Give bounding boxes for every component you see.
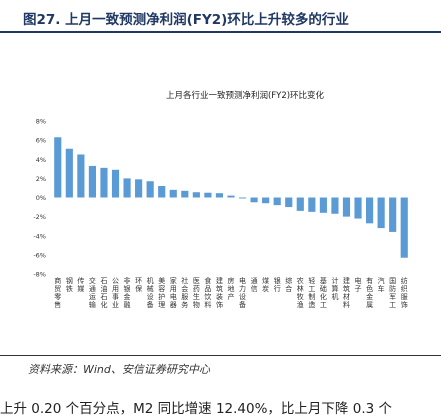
bar-11 (181, 190, 189, 198)
x-tick-label: 纺织服饰 (401, 276, 408, 309)
x-tick-label: 综合 (285, 276, 292, 293)
x-axis-labels: 商贸零售钢铁传媒交通运输石油石化公用事业非银金融环保机械设备美容护理家用电器社会… (54, 276, 407, 309)
bar-30 (400, 197, 408, 258)
bar-chart: 上月各行业一致预测净利润(FY2)环比变化 -8% -6% -4% -2% 0% 2% 4%… (33, 90, 408, 309)
bar-27 (366, 197, 374, 224)
bar-12 (192, 192, 200, 198)
x-tick-label: 基础化工 (320, 276, 327, 309)
x-tick-label: 机械设备 (147, 276, 154, 309)
bar-17 (250, 197, 258, 203)
x-tick-label: 非银金融 (124, 276, 131, 309)
x-tick-label: 环保 (135, 277, 142, 293)
bar-22 (308, 197, 316, 212)
x-tick-label: 公用事业 (112, 277, 119, 309)
x-tick-label: 医药生物 (193, 277, 200, 309)
bar-3 (88, 165, 96, 198)
x-tick-label: 银行 (274, 276, 281, 293)
bar-9 (158, 186, 166, 198)
chart-title: 上月各行业一致预测净利润(FY2)环比变化 (166, 90, 325, 101)
y-tick-label: 2% (36, 175, 46, 183)
bar-8 (146, 181, 154, 198)
y-tick-label: 0% (36, 194, 46, 202)
y-tick-label: 4% (36, 156, 46, 164)
y-tick-label: -8% (33, 271, 46, 279)
x-tick-label: 传媒 (77, 276, 84, 293)
bar-4 (100, 167, 108, 198)
y-tick-label: 6% (36, 137, 46, 145)
bars (54, 137, 408, 258)
x-tick-label: 家用电器 (170, 276, 177, 309)
bar-10 (169, 189, 177, 198)
x-tick-label: 电力设备 (239, 276, 246, 309)
y-axis: -8% -6% -4% -2% 0% 2% 4% 6% 8% (33, 118, 46, 279)
x-tick-label: 石油石化 (100, 277, 107, 309)
bar-25 (342, 197, 351, 217)
bar-19 (273, 197, 281, 206)
bar-23 (319, 197, 327, 213)
bar-20 (285, 197, 293, 208)
bar-29 (389, 197, 397, 232)
x-tick-label: 煤炭 (262, 276, 269, 293)
bar-6 (123, 178, 131, 198)
source-note: 资料来源：Wind、安信证券研究中心 (28, 363, 210, 376)
x-tick-label: 交通运输 (89, 276, 96, 309)
x-tick-label: 房地产 (228, 276, 235, 301)
bar-0 (54, 137, 62, 198)
bar-7 (135, 179, 143, 198)
bar-24 (331, 197, 339, 214)
x-tick-label: 建筑装饰 (216, 276, 223, 309)
bar-14 (215, 193, 224, 198)
x-tick-label: 食品饮料 (204, 276, 211, 309)
bar-18 (262, 197, 270, 204)
y-tick-label: -6% (33, 251, 46, 259)
source-divider (0, 355, 441, 356)
bar-28 (377, 197, 385, 229)
bar-2 (77, 154, 85, 198)
title-divider (0, 31, 441, 33)
y-tick-label: -2% (33, 213, 46, 221)
bar-21 (296, 197, 304, 211)
figure-title: 图27. 上月一致预测净利润(FY2)环比上升较多的行业 (23, 12, 349, 28)
bar-15 (227, 195, 235, 198)
x-tick-label: 商贸零售 (54, 276, 61, 309)
body-text-fragment: 上升 0.20 个百分点，M2 同比增速 12.40%，比上月下降 0.3 个 (0, 401, 392, 417)
y-tick-label: 8% (36, 118, 46, 126)
bar-16 (238, 197, 247, 199)
bar-5 (111, 169, 120, 198)
x-tick-label: 社会服务 (181, 276, 188, 309)
bar-26 (354, 197, 362, 219)
x-tick-label: 轻工制造 (308, 276, 315, 309)
x-tick-label: 国防军工 (389, 277, 396, 309)
x-tick-label: 钢铁 (66, 276, 73, 293)
x-tick-label: 汽车 (378, 276, 385, 293)
x-tick-label: 有色金属 (366, 276, 373, 309)
bar-1 (65, 148, 73, 198)
x-tick-label: 通信 (251, 276, 258, 293)
x-tick-label: 美容护理 (158, 276, 165, 309)
bar-13 (204, 192, 212, 198)
x-tick-label: 计算机 (331, 276, 338, 301)
x-tick-label: 电子 (355, 276, 362, 293)
x-tick-label: 建筑材料 (343, 276, 350, 309)
x-tick-label: 农林牧渔 (297, 276, 304, 309)
y-tick-label: -4% (33, 232, 46, 240)
